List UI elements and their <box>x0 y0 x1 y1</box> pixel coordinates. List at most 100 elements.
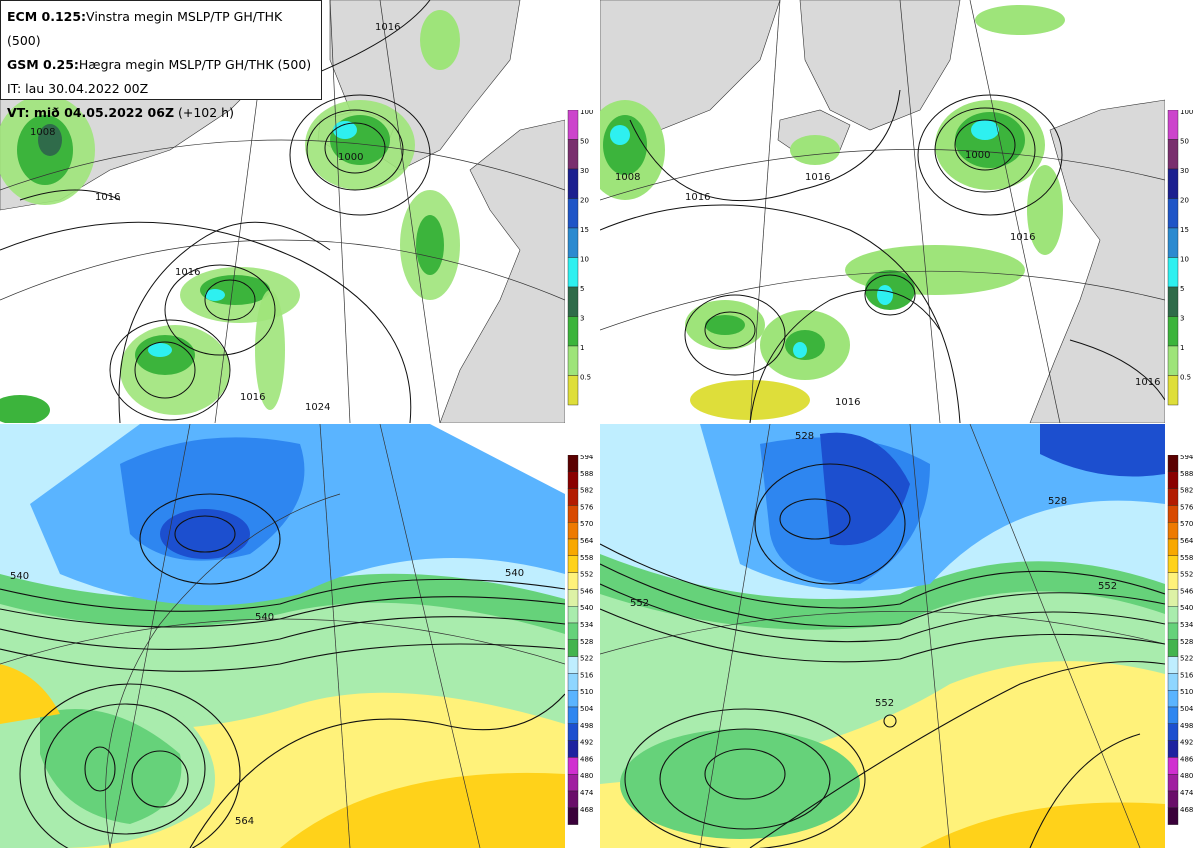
thickness-colorbar-swatch <box>567 622 579 640</box>
thickness-colorbar-swatch <box>1167 656 1179 674</box>
precip-colorbar-tick-label: 30 <box>1180 167 1189 175</box>
thickness-colorbar-swatch <box>1167 471 1179 489</box>
gsm-mslp-precip-panel: 1008 1016 1016 1000 1016 1016 1016 <box>600 0 1165 423</box>
thickness-colorbar-tick-label: 480 <box>580 772 593 780</box>
thickness-colorbar-tick-label: 576 <box>1180 503 1194 511</box>
ecm-isobar-label: 1016 <box>95 192 120 203</box>
thickness-colorbar-swatch <box>1167 572 1179 590</box>
thickness-colorbar-tick-label: 480 <box>1180 772 1193 780</box>
precip-colorbar-tick-label: 1 <box>1180 344 1184 352</box>
scandinavia-land <box>439 119 565 423</box>
ecm-thickness-label: 564 <box>235 816 254 827</box>
thickness-colorbar-swatch <box>1167 589 1179 607</box>
gsm-isobar-label: 1016 <box>1135 377 1160 388</box>
canada-land <box>600 0 781 141</box>
ecm-thickness-map: 540 540 540 564 <box>0 424 565 848</box>
precip-colorbar-swatch <box>1167 257 1179 288</box>
thickness-colorbar-swatch <box>567 455 579 472</box>
thickness-colorbar-swatch <box>567 790 579 808</box>
thickness-colorbar-tick-label: 576 <box>580 503 594 511</box>
precip-colorbar-tick-label: 3 <box>1180 315 1184 323</box>
gsm-isobar-label: 1016 <box>685 192 710 203</box>
precip-colorbar-tick-label: 100 <box>580 110 593 116</box>
precip-colorbar-swatch <box>1167 316 1179 347</box>
thickness-colorbar-tick-label: 546 <box>580 587 594 595</box>
precip-colorbar-tick-label: 50 <box>1180 138 1189 146</box>
thickness-colorbar-tick-label: 552 <box>580 571 593 579</box>
gsm-precip-areas <box>600 5 1065 420</box>
thickness-colorbar-swatch <box>567 689 579 708</box>
gsm-graticule <box>600 0 1165 423</box>
thickness-colorbar-swatch <box>1167 740 1179 758</box>
thickness-colorbar-tick-label: 468 <box>1180 806 1193 814</box>
thickness-colorbar-swatch <box>1167 790 1179 808</box>
precip-colorbar-swatch <box>1167 168 1179 199</box>
thickness-colorbar-swatch <box>567 757 579 775</box>
precip-colorbar-swatch <box>1167 139 1179 170</box>
precip-colorbar-tick-label: 3 <box>580 315 584 323</box>
thickness-colorbar-swatch <box>1167 774 1179 792</box>
thickness-colorbar-tick-label: 558 <box>1180 554 1193 562</box>
thickness-colorbar-right: 594 588 582 576 570 564 558 552 546 540 534 528 522 5… <box>1167 455 1194 825</box>
thickness-colorbar-tick-label: 546 <box>1180 587 1194 595</box>
thickness-colorbar-tick-label: 492 <box>1180 739 1193 747</box>
precip-colorbar-tick-label: 20 <box>580 197 589 205</box>
precip-colorbar-right: 100 50 30 20 15 10 5 3 1 0.5 <box>1167 110 1193 406</box>
thickness-colorbar-swatch <box>1167 639 1179 657</box>
gsm-isobars <box>600 89 1165 423</box>
thickness-colorbar-tick-label: 588 <box>580 470 593 478</box>
ecm-model-line: ECM 0.125:Vinstra megin MSLP/TP GH/THK (… <box>7 5 315 53</box>
thickness-colorbar-tick-label: 474 <box>580 789 594 797</box>
ecm-isobar-label: 1008 <box>30 127 55 138</box>
thickness-colorbar-swatch <box>1167 807 1179 825</box>
precip-colorbar-left: 100 50 30 20 15 10 5 3 1 0.5 <box>567 110 593 406</box>
gsm-thickness-map: 528 528 552 552 552 <box>600 424 1165 848</box>
thickness-colorbar-tick-label: 570 <box>1180 520 1193 528</box>
gsm-model-desc: Hægra megin MSLP/TP GH/THK (500) <box>78 57 312 72</box>
thickness-colorbar-tick-label: 534 <box>580 621 594 629</box>
precip-colorbar-tick-label: 10 <box>1180 256 1189 264</box>
precip-colorbar-swatch <box>1167 227 1179 258</box>
precip-colorbar-swatch <box>567 168 579 199</box>
thickness-colorbar-swatch <box>567 639 579 657</box>
thickness-colorbar-tick-label: 486 <box>580 755 594 763</box>
precip-colorbar-tick-label: 0.5 <box>580 374 591 382</box>
initial-time-line: IT: lau 30.04.2022 00Z <box>7 81 149 96</box>
scandinavia-land <box>1029 99 1165 423</box>
gsm-isobar-label: 1016 <box>835 397 860 408</box>
ecm-isobar-label: 1016 <box>240 392 265 403</box>
thickness-colorbar-tick-label: 474 <box>1180 789 1194 797</box>
thickness-colorbar-tick-label: 516 <box>580 671 594 679</box>
thickness-colorbar-tick-label: 510 <box>580 688 593 696</box>
gsm-isobar-label: 1000 <box>965 150 990 161</box>
precip-colorbar-swatch <box>1167 198 1179 229</box>
thickness-colorbar-swatch <box>1167 723 1179 741</box>
precip-colorbar-tick-label: 1 <box>580 344 584 352</box>
thickness-colorbar-swatch <box>567 521 579 540</box>
precip-colorbar-swatch <box>567 257 579 288</box>
lead-time: (+102 h) <box>174 105 234 120</box>
gsm-isobar-label: 1016 <box>805 172 830 183</box>
precip-colorbar-swatch <box>567 227 579 258</box>
thickness-colorbar-swatch <box>1167 757 1179 775</box>
ecm-isobar-label: 1016 <box>175 267 200 278</box>
precip-colorbar-swatch <box>1167 375 1179 406</box>
thickness-colorbar-tick-label: 582 <box>580 487 593 495</box>
ecm-thickness-label: 540 <box>255 612 274 623</box>
precip-colorbar-tick-label: 30 <box>580 167 589 175</box>
thickness-colorbar-tick-label: 558 <box>580 554 593 562</box>
gsm-thickness-label: 552 <box>1098 581 1117 592</box>
thickness-colorbar-tick-label: 492 <box>580 739 593 747</box>
thickness-colorbar-swatch <box>567 673 579 691</box>
thickness-colorbar-swatch <box>1167 706 1179 724</box>
gsm-model-line: GSM 0.25:Hægra megin MSLP/TP GH/THK (500… <box>7 53 315 77</box>
precip-colorbar-swatch <box>567 316 579 347</box>
thickness-colorbar-tick-label: 468 <box>580 806 593 814</box>
thickness-colorbar-tick-label: 594 <box>580 455 594 461</box>
thickness-colorbar-swatch <box>1167 455 1179 472</box>
precip-colorbar-tick-label: 15 <box>1180 226 1189 234</box>
precip-colorbar-swatch <box>1167 345 1179 376</box>
thickness-colorbar-swatch <box>567 605 579 624</box>
precip-colorbar-tick-label: 100 <box>1180 110 1193 116</box>
